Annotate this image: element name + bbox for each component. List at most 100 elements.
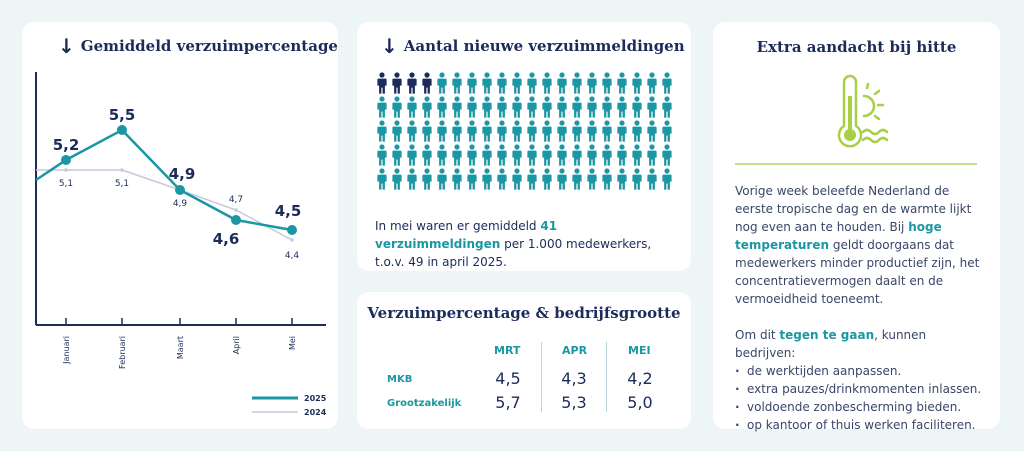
person-icon	[435, 120, 449, 144]
person-icon	[660, 72, 674, 96]
heat-highlight-1: hoge temperaturen	[735, 220, 942, 252]
series-2025-point	[61, 155, 71, 165]
x-tick-label: Mei	[288, 336, 297, 350]
person-icon	[405, 144, 419, 168]
table-divider	[541, 342, 542, 412]
person-icon	[405, 120, 419, 144]
x-tick-label: April	[232, 336, 241, 354]
person-icon	[615, 96, 629, 120]
series-2025-label: 5,5	[109, 106, 136, 124]
person-icon	[450, 144, 464, 168]
person-icon	[405, 96, 419, 120]
person-icon	[525, 96, 539, 120]
person-icon	[420, 72, 434, 96]
heat-bullet: op kantoor of thuis werken faciliteren.	[735, 416, 987, 434]
person-icon	[495, 96, 509, 120]
person-icon	[660, 120, 674, 144]
people-icon-grid	[375, 72, 675, 192]
legend-label-2024: 2024	[304, 408, 327, 417]
person-icon	[390, 72, 404, 96]
person-icon	[600, 120, 614, 144]
person-icon	[480, 120, 494, 144]
person-icon	[555, 144, 569, 168]
person-icon	[510, 120, 524, 144]
verzuimmeldingen-card: ↓ Aantal nieuwe verzuimmeldingen In mei w…	[357, 22, 691, 271]
series-2025-label: 5,2	[53, 136, 80, 154]
person-icon	[585, 168, 599, 192]
series-2025-label: 4,5	[275, 202, 302, 220]
person-icon	[375, 168, 389, 192]
person-icon	[600, 168, 614, 192]
person-icon	[405, 72, 419, 96]
row-label-grootzakelijk: Grootzakelijk	[387, 398, 462, 409]
thermometer-sun-icon	[837, 74, 889, 148]
table-header-mrt: MRT	[494, 344, 521, 357]
person-icon	[540, 144, 554, 168]
heat-bullet-list: de werktijden aanpassen. extra pauzes/dr…	[735, 362, 987, 434]
heat-bullet: voldoende zonbescherming bieden.	[735, 398, 987, 416]
person-icon	[390, 144, 404, 168]
person-icon	[375, 120, 389, 144]
cell-mkb-mrt: 4,5	[495, 369, 521, 388]
person-icon	[555, 120, 569, 144]
person-icon	[570, 144, 584, 168]
person-icon	[615, 72, 629, 96]
person-icon	[660, 168, 674, 192]
person-icon	[570, 72, 584, 96]
series-2025-point	[117, 125, 127, 135]
person-icon	[420, 168, 434, 192]
person-icon	[390, 168, 404, 192]
cell-grootzakelijk-mei: 5,0	[627, 393, 653, 412]
person-icon	[390, 96, 404, 120]
person-icon	[495, 144, 509, 168]
person-icon	[615, 120, 629, 144]
person-icon	[465, 96, 479, 120]
person-icon	[450, 96, 464, 120]
person-icon	[480, 144, 494, 168]
person-icon	[450, 168, 464, 192]
heat-paragraph-2: Om dit tegen te gaan, kunnen bedrijven:	[735, 328, 927, 360]
person-icon	[555, 96, 569, 120]
person-icon	[660, 144, 674, 168]
person-icon	[585, 144, 599, 168]
series-2025-label: 4,9	[169, 165, 196, 183]
heat-highlight-2: tegen te gaan	[779, 328, 875, 342]
cell-grootzakelijk-apr: 5,3	[561, 393, 587, 412]
person-icon	[420, 144, 434, 168]
series-2024-label: 4,4	[285, 251, 300, 261]
x-tick-label: Januari	[62, 336, 71, 365]
legend-label-2025: 2025	[304, 394, 327, 403]
cell-mkb-apr: 4,3	[561, 369, 587, 388]
person-icon	[450, 120, 464, 144]
cell-grootzakelijk-mrt: 5,7	[495, 393, 521, 412]
series-2025-label: 4,6	[213, 230, 240, 248]
person-icon	[465, 72, 479, 96]
table-divider	[606, 342, 607, 412]
person-icon	[495, 168, 509, 192]
person-icon	[540, 168, 554, 192]
chart-title: ↓ Gemiddeld verzuimpercentage	[58, 34, 338, 58]
person-icon	[420, 96, 434, 120]
person-icon	[435, 96, 449, 120]
row-label-mkb: MKB	[387, 374, 413, 385]
series-2025-point	[231, 215, 241, 225]
person-icon	[630, 72, 644, 96]
arrow-down-icon: ↓	[381, 34, 398, 58]
person-icon	[420, 120, 434, 144]
person-icon	[495, 72, 509, 96]
person-icon	[645, 144, 659, 168]
person-icon	[585, 120, 599, 144]
person-icon	[555, 72, 569, 96]
person-icon	[540, 96, 554, 120]
person-icon	[480, 72, 494, 96]
person-icon	[465, 120, 479, 144]
person-icon	[375, 144, 389, 168]
person-icon	[375, 72, 389, 96]
series-2024-point	[234, 208, 238, 212]
series-2024-label: 4,7	[229, 195, 243, 205]
person-icon	[435, 144, 449, 168]
heat-title: Extra aandacht bij hitte	[756, 38, 957, 56]
table-title: Verzuimpercentage & bedrijfsgrootte	[367, 304, 681, 322]
person-icon	[525, 72, 539, 96]
series-2025-point	[287, 225, 297, 235]
